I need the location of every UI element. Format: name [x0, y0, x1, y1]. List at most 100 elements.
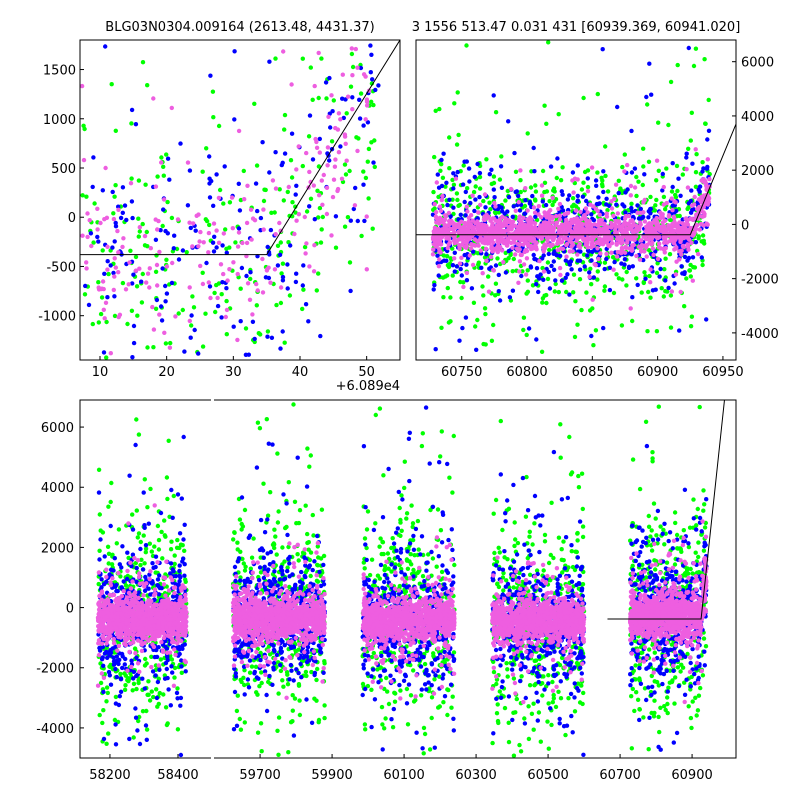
data-point: [618, 186, 623, 191]
data-point: [452, 250, 457, 255]
data-point: [489, 167, 494, 172]
data-point: [619, 249, 624, 254]
data-point: [444, 180, 449, 185]
data-point: [183, 577, 188, 582]
data-point: [154, 647, 159, 653]
data-point: [307, 264, 312, 269]
data-point: [115, 228, 120, 234]
data-point: [564, 254, 569, 259]
data-point: [255, 288, 260, 293]
data-point: [135, 313, 140, 318]
data-point: [635, 282, 640, 288]
data-point: [371, 160, 376, 165]
data-point: [132, 555, 137, 561]
data-point: [120, 665, 125, 671]
data-point: [280, 278, 286, 283]
data-point: [207, 195, 213, 200]
data-point: [684, 151, 689, 156]
data-point: [666, 122, 671, 128]
data-point: [314, 145, 320, 150]
data-point: [565, 210, 571, 216]
data-point: [129, 199, 135, 204]
chart-title-right: 3 1556 513.47 0.031 431 [60939.369, 6094…: [412, 20, 741, 35]
data-point: [302, 214, 307, 220]
data-point: [451, 205, 456, 210]
data-point: [294, 167, 299, 172]
data-point: [171, 585, 177, 590]
data-point: [498, 164, 504, 169]
data-point: [565, 225, 571, 230]
data-point: [477, 186, 483, 191]
data-point: [525, 230, 530, 235]
data-point: [99, 577, 104, 582]
data-point: [111, 211, 116, 216]
data-point: [106, 271, 111, 277]
data-point: [592, 222, 598, 227]
data-point: [516, 280, 521, 285]
data-point: [486, 274, 491, 279]
data-point: [97, 712, 102, 718]
data-point: [438, 168, 443, 173]
data-point: [541, 249, 546, 254]
data-point: [97, 557, 102, 562]
data-point: [434, 180, 439, 185]
data-point: [685, 206, 690, 212]
data-point: [571, 272, 577, 277]
data-point: [625, 162, 630, 168]
data-point: [172, 553, 177, 558]
data-point: [679, 252, 684, 257]
data-point: [702, 241, 707, 246]
data-point: [553, 281, 558, 287]
data-point: [361, 169, 366, 174]
data-point: [269, 210, 274, 215]
data-point: [103, 300, 109, 305]
data-point: [150, 581, 155, 586]
data-point: [352, 203, 358, 208]
data-point: [273, 150, 278, 155]
data-point: [661, 184, 666, 190]
data-point: [111, 655, 116, 660]
data-point: [128, 181, 134, 186]
data-point: [457, 224, 462, 229]
data-point: [308, 196, 314, 201]
data-point: [442, 218, 447, 223]
data-point: [175, 537, 180, 543]
data-point: [288, 158, 294, 163]
data-point: [200, 344, 206, 349]
data-point: [207, 181, 212, 186]
data-point: [177, 531, 183, 536]
data-point: [666, 285, 671, 291]
data-point: [487, 172, 492, 177]
data-point: [169, 105, 174, 111]
data-point: [609, 220, 614, 226]
data-point: [105, 544, 111, 549]
data-point: [353, 46, 358, 52]
data-point: [350, 73, 355, 78]
data-point: [289, 131, 295, 136]
data-point: [185, 203, 191, 208]
data-point: [591, 343, 596, 348]
data-point: [254, 303, 259, 308]
data-point: [130, 355, 135, 360]
data-point: [157, 667, 162, 672]
data-point: [177, 563, 182, 568]
data-point: [672, 281, 677, 286]
data-point: [161, 197, 167, 202]
data-point: [688, 324, 694, 329]
data-point: [99, 597, 104, 602]
data-point: [701, 210, 706, 215]
data-point: [529, 246, 534, 252]
data-point: [190, 244, 195, 249]
data-point: [511, 256, 516, 262]
data-point: [157, 312, 162, 317]
data-point: [105, 295, 110, 300]
data-point: [159, 155, 164, 160]
data-point: [144, 229, 149, 235]
data-point: [235, 271, 240, 277]
data-point: [492, 210, 498, 215]
data-point: [558, 246, 564, 251]
data-point: [551, 228, 556, 233]
data-point: [487, 240, 492, 246]
data-point: [593, 328, 599, 333]
data-point: [595, 170, 600, 175]
